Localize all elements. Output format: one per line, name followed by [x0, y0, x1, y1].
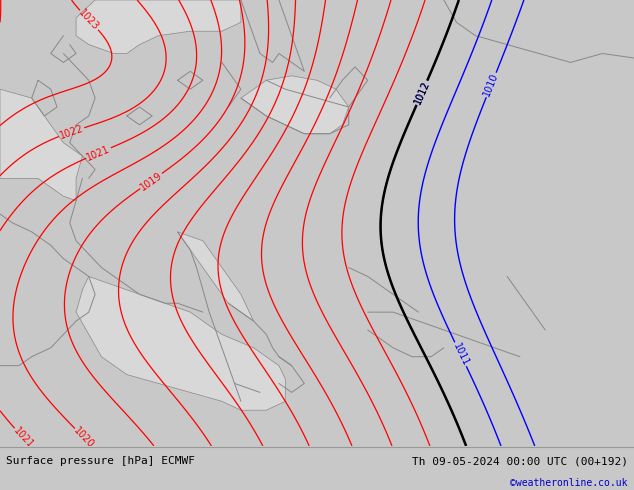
Text: 1021: 1021 — [11, 426, 36, 450]
Polygon shape — [76, 276, 285, 410]
Text: 1010: 1010 — [482, 72, 500, 98]
Text: 1021: 1021 — [85, 144, 112, 162]
Text: Surface pressure [hPa] ECMWF: Surface pressure [hPa] ECMWF — [6, 456, 195, 466]
Text: 1019: 1019 — [138, 170, 164, 192]
Text: 1012: 1012 — [413, 79, 432, 106]
Polygon shape — [241, 76, 349, 134]
Polygon shape — [76, 0, 241, 53]
Text: 1012: 1012 — [413, 79, 432, 106]
Text: 1022: 1022 — [58, 123, 85, 141]
Text: Th 09-05-2024 00:00 UTC (00+192): Th 09-05-2024 00:00 UTC (00+192) — [411, 456, 628, 466]
Text: 1020: 1020 — [72, 426, 96, 450]
Text: ©weatheronline.co.uk: ©weatheronline.co.uk — [510, 478, 628, 489]
Polygon shape — [0, 89, 82, 201]
Text: 1023: 1023 — [77, 8, 101, 32]
Polygon shape — [178, 232, 254, 321]
Text: 1011: 1011 — [451, 341, 470, 368]
